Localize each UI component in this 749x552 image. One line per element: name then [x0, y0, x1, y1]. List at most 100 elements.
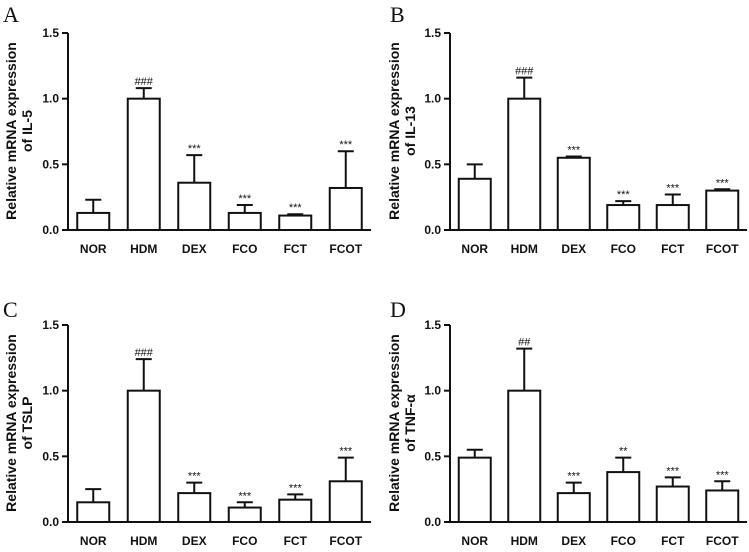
panel-d-bar-hdm — [507, 389, 542, 523]
panel-d-category-label: FCO — [611, 534, 636, 548]
panel-c-y-axis-label: Relative mRNA expressionof TSLP — [3, 334, 35, 512]
panel-b-y-tick-label: 1.0 — [424, 92, 441, 106]
panel-c-category-label: HDM — [130, 534, 157, 548]
panel-d-y-axis-label-line: of TNF-α — [402, 394, 418, 452]
panel-b-category-label: FCT — [661, 242, 685, 256]
panel-a-y-tick-label: 0.0 — [42, 223, 59, 237]
panel-b-bar-hdm — [507, 97, 542, 231]
panel-c-bar-nor — [76, 501, 111, 523]
panel-a-significance-label: *** — [339, 139, 353, 151]
panel-a-letter: A — [3, 2, 19, 27]
panel-c-y-axis-label-line: Relative mRNA expression — [3, 334, 19, 512]
panel-c-bar-fco — [227, 506, 262, 524]
panel-b-y-axis-label-line: of IL-13 — [402, 106, 418, 156]
panel-a-bar-fco — [227, 211, 262, 231]
panel-b-bar-fco — [606, 204, 641, 231]
panel-c-bar-fct — [278, 498, 313, 524]
panel-a-category-label: NOR — [80, 242, 107, 256]
panel-a-y-tick-label: 1.5 — [42, 26, 59, 40]
panel-a-bar-fcot — [328, 186, 363, 231]
panel-c-y-tick-label: 1.5 — [42, 318, 59, 332]
panel-b-category-label: NOR — [461, 242, 488, 256]
panel-c-bar-dex — [177, 492, 212, 523]
panel-d-significance-label: *** — [567, 471, 581, 483]
panel-a-bar-hdm — [126, 97, 161, 231]
panel-a-category-label: DEX — [182, 242, 207, 256]
panel-b-significance-label: *** — [617, 189, 631, 201]
panel-b-y-axis-label: Relative mRNA expressionof IL-13 — [386, 42, 418, 220]
panel-c-y-tick-label: 0.0 — [42, 515, 59, 529]
panel-d-bar-fco — [606, 471, 641, 523]
panel-a-category-label: HDM — [130, 242, 157, 256]
panel-b-bar-dex — [556, 156, 591, 231]
panel-c-significance-label: ### — [135, 347, 154, 359]
panel-c-bar-hdm — [126, 389, 161, 523]
panel-b-y-axis-label-line: Relative mRNA expression — [386, 42, 402, 220]
panel-c-category-label: FCT — [284, 534, 308, 548]
panel-a-category-label: FCO — [232, 242, 257, 256]
panel-a-significance-label: *** — [238, 193, 252, 205]
panel-b-significance-label: *** — [716, 177, 730, 189]
panel-a-y-axis-label-line: of IL-5 — [19, 110, 35, 152]
panel-c-category-label: DEX — [182, 534, 207, 548]
panel-d-y-axis-label-line: Relative mRNA expression — [386, 334, 402, 512]
panel-d-y-axis-label: Relative mRNA expressionof TNF-α — [386, 334, 418, 512]
panel-b-significance-label: ### — [515, 66, 534, 78]
panel-b-bar-nor — [457, 177, 492, 231]
panel-b-bar-fcot — [705, 189, 740, 232]
panel-c-y-tick-label: 0.5 — [42, 449, 59, 463]
panel-d-y-tick-label: 0.5 — [424, 449, 441, 463]
panel-a-y-axis-label-line: Relative mRNA expression — [3, 42, 19, 220]
panel-c-category-label: FCO — [232, 534, 257, 548]
panel-b-category-label: HDM — [511, 242, 538, 256]
panel-b-category-label: DEX — [561, 242, 586, 256]
panel-c-significance-label: *** — [188, 471, 202, 483]
panel-c-letter: C — [3, 297, 18, 322]
panel-c-category-label: FCOT — [329, 534, 362, 548]
panel-c-y-tick-label: 1.0 — [42, 384, 59, 398]
panel-a-bar-nor — [76, 211, 111, 231]
panel-b-y-tick-label: 0.5 — [424, 157, 441, 171]
panel-d-y-tick-label: 1.0 — [424, 384, 441, 398]
panel-d-significance-label: ** — [619, 446, 628, 458]
panel-a-bar-dex — [177, 181, 212, 231]
panel-c-bar-fcot — [328, 480, 363, 523]
panel-d-significance-label: ## — [518, 337, 531, 349]
panel-b-letter: B — [390, 2, 405, 27]
panel-b-category-label: FCO — [611, 242, 636, 256]
panel-a-significance-label: *** — [289, 202, 303, 214]
panel-a-significance-label: ### — [135, 76, 154, 88]
panel-b-significance-label: *** — [666, 183, 680, 195]
panel-b-category-label: FCOT — [706, 242, 739, 256]
panel-a-bar-fct — [278, 214, 313, 231]
panel-d-bar-dex — [556, 492, 591, 523]
panel-d-category-label: DEX — [561, 534, 586, 548]
panel-d-category-label: NOR — [461, 534, 488, 548]
panel-c-category-label: NOR — [80, 534, 107, 548]
panel-a-y-tick-label: 1.0 — [42, 92, 59, 106]
panel-d-category-label: HDM — [511, 534, 538, 548]
panel-b-y-tick-label: 0.0 — [424, 223, 441, 237]
panel-c-significance-label: *** — [339, 446, 353, 458]
panel-b-significance-label: *** — [567, 144, 581, 156]
panel-a-significance-label: *** — [188, 143, 202, 155]
panel-d-y-tick-label: 1.5 — [424, 318, 441, 332]
panel-b-y-tick-label: 1.5 — [424, 26, 441, 40]
panel-d-y-tick-label: 0.0 — [424, 515, 441, 529]
panel-d-significance-label: *** — [666, 465, 680, 477]
panel-d-bar-fcot — [705, 489, 740, 524]
panel-d-bar-fct — [655, 485, 690, 524]
panel-c-significance-label: *** — [289, 482, 303, 494]
panel-a-category-label: FCT — [284, 242, 308, 256]
panel-c-y-axis-label-line: of TSLP — [19, 397, 35, 450]
panel-d-category-label: FCT — [661, 534, 685, 548]
panel-a-y-tick-label: 0.5 — [42, 157, 59, 171]
panel-a-category-label: FCOT — [329, 242, 362, 256]
panel-d-category-label: FCOT — [706, 534, 739, 548]
panel-a-y-axis-label: Relative mRNA expressionof IL-5 — [3, 42, 35, 220]
panel-c-significance-label: *** — [238, 490, 252, 502]
panel-d-bar-nor — [457, 456, 492, 523]
panel-d-letter: D — [390, 297, 406, 322]
panel-b-bar-fct — [655, 204, 690, 231]
